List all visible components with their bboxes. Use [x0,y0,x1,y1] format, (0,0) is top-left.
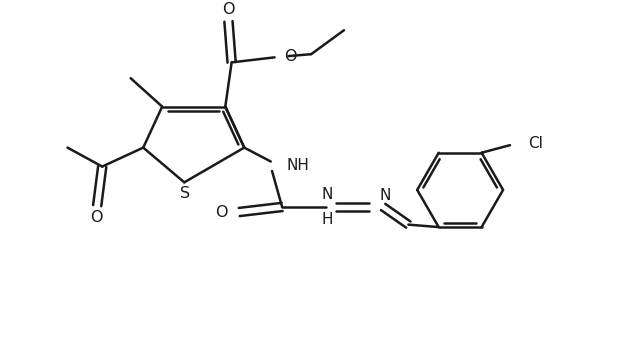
Text: H: H [321,212,333,227]
Text: NH: NH [287,158,309,173]
Text: O: O [284,49,296,64]
Text: S: S [180,186,190,201]
Text: O: O [90,209,103,225]
Text: N: N [321,187,333,202]
Text: N: N [380,188,390,203]
Text: Cl: Cl [528,137,543,151]
Text: O: O [215,205,228,220]
Text: O: O [222,2,235,17]
